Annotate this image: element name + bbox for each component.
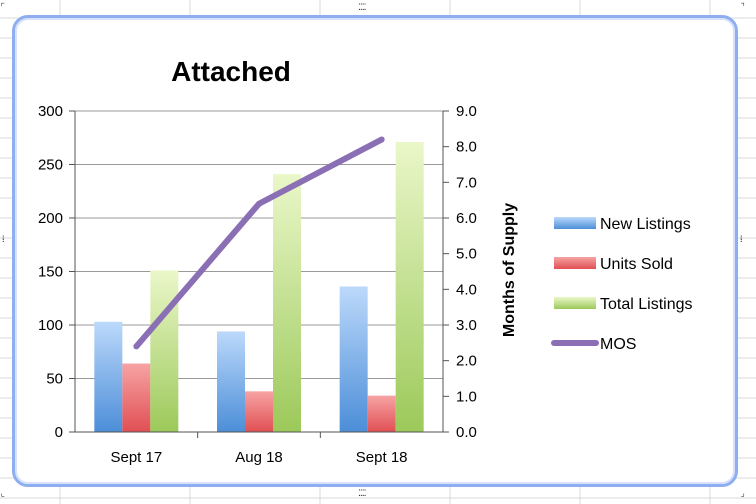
y-right-tick-label: 7.0 — [456, 174, 477, 191]
y-left-tick-label: 200 — [38, 210, 63, 227]
bar-new-listings — [94, 321, 123, 432]
legend-item: New Listings — [554, 216, 691, 233]
y-right-tick-label: 8.0 — [456, 139, 477, 156]
bar-new-listings — [217, 331, 245, 432]
resize-handle-bottom-left[interactable]: ⌞ — [0, 489, 6, 499]
legend-label: Units Sold — [600, 256, 673, 273]
resize-handle-left[interactable]: ⁞ — [2, 235, 4, 245]
resize-handle-bottom[interactable]: ⁚⁚⁚⁚ — [358, 489, 367, 499]
y-right-tick-label: 0.0 — [456, 424, 477, 441]
legend-item: MOS — [551, 336, 636, 353]
y-right-tick-label: 6.0 — [456, 210, 477, 227]
chart-title: Attached — [171, 56, 291, 87]
legend-label: Total Listings — [600, 296, 693, 313]
bar-total-listings — [395, 142, 424, 432]
y-right-tick-label: 3.0 — [456, 317, 477, 334]
legend-swatch — [554, 217, 596, 229]
y-right-tick-label: 1.0 — [456, 388, 477, 405]
bar-total-listings — [273, 174, 301, 432]
y-left-tick-label: 250 — [38, 157, 63, 174]
bar-new-listings — [339, 286, 368, 432]
bar-units-sold — [122, 363, 151, 432]
resize-handle-top[interactable]: ⁚⁚⁚⁚ — [358, 3, 367, 13]
x-tick-label: Aug 18 — [235, 449, 283, 466]
legend-swatch — [554, 297, 596, 309]
y-left-tick-label: 0 — [55, 424, 63, 441]
resize-handle-top-right[interactable]: ⌝ — [740, 2, 746, 12]
line-mos — [133, 136, 385, 350]
legend-label: New Listings — [600, 216, 691, 233]
y-right-tick-label: 9.0 — [456, 103, 477, 120]
bar-units-sold — [367, 395, 396, 432]
legend-label: MOS — [600, 336, 636, 353]
y-right-tick-label: 5.0 — [456, 246, 477, 263]
legend-item: Units Sold — [554, 256, 673, 273]
bar-total-listings — [150, 270, 179, 432]
legend-item: Total Listings — [554, 296, 693, 313]
x-tick-label: Sept 17 — [110, 449, 162, 466]
y-right-tick-label: 2.0 — [456, 353, 477, 370]
resize-handle-top-left[interactable]: ⌜ — [0, 2, 6, 12]
y-left-tick-label: 300 — [38, 103, 63, 120]
bar-units-sold — [245, 391, 273, 432]
y-right-axis-label: Months of Supply — [501, 203, 518, 337]
resize-handle-right[interactable]: ⁞ — [740, 235, 742, 245]
y-right-tick-label: 4.0 — [456, 281, 477, 298]
resize-handle-bottom-right[interactable]: ⌟ — [740, 489, 746, 499]
y-left-tick-label: 100 — [38, 317, 63, 334]
x-tick-label: Sept 18 — [356, 449, 408, 466]
y-left-tick-label: 150 — [38, 264, 63, 281]
y-left-tick-label: 50 — [46, 371, 63, 388]
legend-swatch — [554, 257, 596, 269]
